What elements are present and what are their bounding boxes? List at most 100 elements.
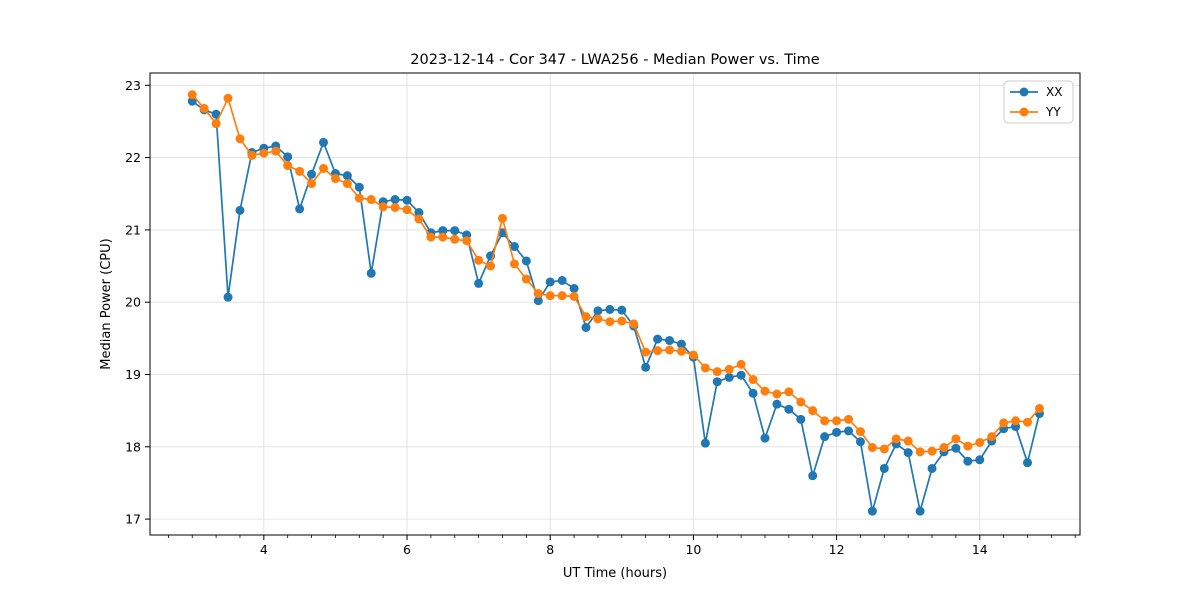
data-point-XX <box>784 404 794 414</box>
data-point-XX <box>617 305 627 315</box>
data-point-YY <box>987 432 997 442</box>
data-point-YY <box>557 291 567 301</box>
data-point-XX <box>307 169 317 179</box>
x-tick-label: 10 <box>685 542 701 557</box>
data-point-XX <box>581 322 591 332</box>
data-point-YY <box>939 443 949 453</box>
data-point-YY <box>581 312 591 322</box>
y-tick-label: 18 <box>125 439 141 454</box>
grid-lines <box>150 73 1080 535</box>
data-point-XX <box>295 204 305 214</box>
data-point-XX <box>235 205 245 215</box>
data-point-YY <box>629 319 639 329</box>
data-point-XX <box>533 296 543 306</box>
data-point-XX <box>211 109 221 119</box>
data-point-XX <box>342 171 352 181</box>
data-point-XX <box>915 506 925 516</box>
data-point-XX <box>641 362 651 372</box>
x-tick-label: 8 <box>546 542 554 557</box>
data-point-YY <box>390 202 400 212</box>
axis-tick-labels: 4 6 8 10 12 14 17 18 19 20 21 22 23 <box>125 78 988 557</box>
data-point-YY <box>545 291 555 301</box>
data-point-YY <box>342 179 352 189</box>
data-point-YY <box>820 416 830 426</box>
data-point-YY <box>724 364 734 374</box>
data-point-XX <box>724 372 734 382</box>
data-point-XX <box>963 456 973 466</box>
data-point-YY <box>963 441 973 451</box>
data-point-XX <box>867 506 877 516</box>
data-point-YY <box>891 434 901 444</box>
data-point-YY <box>796 397 806 407</box>
legend-box <box>1003 80 1074 124</box>
data-point-YY <box>844 414 854 424</box>
data-point-YY <box>832 416 842 426</box>
data-point-YY <box>748 375 758 385</box>
data-point-YY <box>641 347 651 357</box>
data-point-YY <box>533 289 543 299</box>
data-point-YY <box>760 386 770 396</box>
legend-label-XX: XX <box>1046 85 1062 99</box>
data-point-XX <box>521 256 531 266</box>
data-point-YY <box>975 437 985 447</box>
x-tick-label: 14 <box>972 542 988 557</box>
data-point-XX <box>653 334 663 344</box>
data-point-YY <box>605 317 615 327</box>
data-point-YY <box>235 134 245 144</box>
data-point-YY <box>414 214 424 224</box>
data-point-YY <box>199 103 209 113</box>
y-tick-label: 21 <box>125 222 141 237</box>
data-point-YY <box>247 150 257 160</box>
y-tick-label: 22 <box>125 150 141 165</box>
data-point-XX <box>390 195 400 205</box>
data-point-YY <box>450 234 460 244</box>
data-point-YY <box>330 174 340 184</box>
data-point-YY <box>665 345 675 355</box>
series-line-YY <box>191 94 1041 453</box>
data-point-YY <box>1023 417 1033 427</box>
data-point-XX <box>402 195 412 205</box>
data-point-XX <box>700 438 710 448</box>
data-point-XX <box>557 276 567 286</box>
data-point-YY <box>462 236 472 246</box>
data-point-YY <box>187 90 197 100</box>
data-point-YY <box>999 418 1009 428</box>
data-point-YY <box>772 389 782 399</box>
data-point-YY <box>497 213 507 223</box>
data-point-XX <box>927 463 937 473</box>
data-point-XX <box>474 278 484 288</box>
data-point-XX <box>569 283 579 293</box>
data-point-XX <box>760 433 770 443</box>
data-series <box>187 90 1044 516</box>
axis-ticks <box>145 84 1076 540</box>
data-point-YY <box>1034 403 1044 413</box>
legend-marker-YY <box>1019 107 1029 117</box>
data-point-YY <box>366 195 376 205</box>
data-point-YY <box>569 291 579 301</box>
data-point-YY <box>915 447 925 457</box>
data-point-YY <box>402 205 412 215</box>
y-tick-label: 23 <box>125 78 141 93</box>
data-point-YY <box>211 119 221 129</box>
data-point-YY <box>295 166 305 176</box>
data-point-XX <box>712 377 722 387</box>
data-point-YY <box>855 427 865 437</box>
data-point-XX <box>736 370 746 380</box>
legend-label-YY: YY <box>1045 105 1061 119</box>
data-point-YY <box>700 363 710 373</box>
legend: XX YY <box>1003 80 1074 124</box>
data-point-XX <box>665 336 675 346</box>
data-point-YY <box>867 443 877 453</box>
data-point-YY <box>378 202 388 212</box>
data-point-YY <box>927 446 937 456</box>
data-point-XX <box>676 339 686 349</box>
data-point-YY <box>617 316 627 326</box>
data-point-XX <box>605 304 615 314</box>
data-point-YY <box>712 367 722 377</box>
data-point-XX <box>545 277 555 287</box>
data-point-YY <box>509 259 519 269</box>
data-point-XX <box>820 432 830 442</box>
data-point-XX <box>450 226 460 236</box>
data-point-XX <box>187 96 197 106</box>
data-point-XX <box>844 426 854 436</box>
